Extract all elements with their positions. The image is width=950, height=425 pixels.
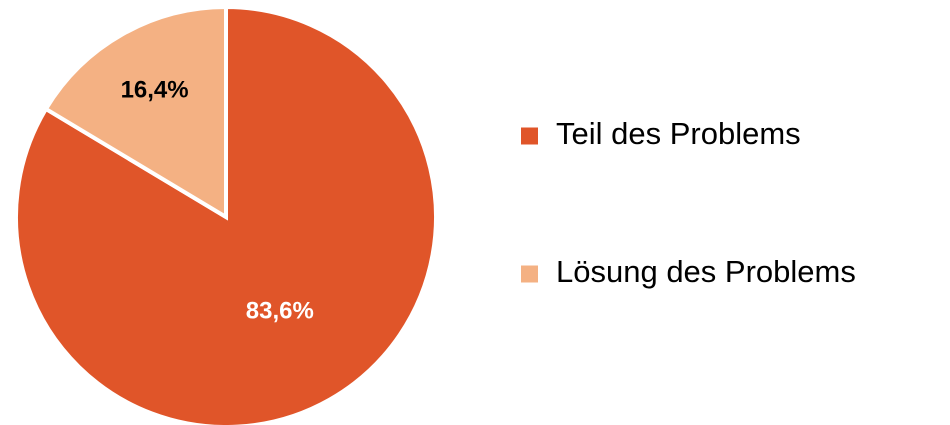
slice-value-label: 16,4% <box>121 76 189 103</box>
slice-value-label: 83,6% <box>246 297 314 324</box>
legend-item: Teil des Problems <box>521 116 801 151</box>
legend-swatch <box>521 265 538 283</box>
legend-swatch <box>521 127 538 145</box>
pie-slice <box>14 4 438 425</box>
legend-item: Lösung des Problems <box>521 254 856 289</box>
pie-slice-labels: 83,6% 16,4% <box>121 76 314 324</box>
chart-legend: Teil des Problems Lösung des Problems <box>521 116 856 289</box>
pie-slices <box>14 4 438 425</box>
legend-label: Teil des Problems <box>556 116 801 151</box>
legend-label: Lösung des Problems <box>556 254 856 289</box>
pie-slice <box>43 4 228 221</box>
